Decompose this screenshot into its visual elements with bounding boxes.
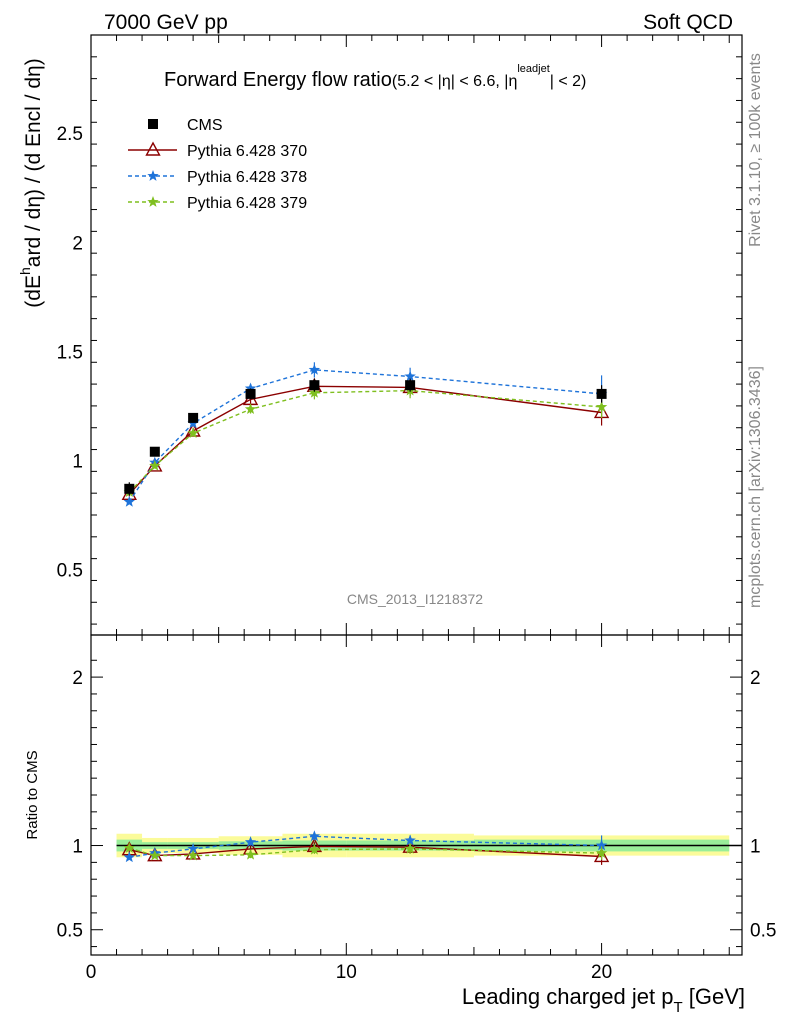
main-point-mc379 [244,403,257,415]
main-title: Forward Energy flow ratio(5.2 < |η| < 6.… [164,63,586,91]
ratio-point-mc379 [404,842,416,854]
main-point-mc379 [187,427,199,439]
rivet-label: Rivet 3.1.10, ≥ 100k events [747,53,764,247]
data-layer [121,362,610,865]
ratio-point-mc370 [593,848,610,863]
ratio-y-tick-label: 1 [72,837,83,858]
ratio-y-tick-label-right: 2 [750,668,761,689]
legend-marker-data [148,119,158,129]
main-title-cut-1: (5.2 < | [392,73,442,90]
y-tick-label: 1.5 [57,342,83,363]
ratio-point-mc378 [187,842,199,854]
ratio-plot-frame [90,634,743,956]
ratio-y-tick-label-right: 1 [750,837,761,858]
main-title-text: Forward Energy flow ratio [164,69,392,91]
main-point-data [309,380,320,391]
y-tick-label: 1 [72,451,83,472]
main-line-mc379 [128,389,602,493]
y-label-part-2: h [17,267,33,275]
y-tick-label: 0.5 [57,561,83,582]
ratio-bands [116,833,742,858]
analysis-watermark: CMS_2013_I1218372 [347,591,483,607]
main-point-mc379 [149,459,161,471]
main-point-mc378 [308,363,321,375]
y-tick-label: 2 [72,233,83,254]
ratio-point-mc379 [187,849,199,861]
legend-label: Pythia 6.428 370 [187,143,307,160]
legend-label: Pythia 6.428 379 [187,195,307,212]
main-point-data [124,483,135,494]
header-left: 7000 GeV pp [104,11,228,34]
ratio-point-mc379 [244,848,257,860]
main-point-data [596,388,607,399]
x-axis-label: Leading charged jet pT [GeV] [462,984,745,1016]
x-label-part-2: T [673,999,682,1016]
y-axis-label-bottom: Ratio to CMS [24,750,41,839]
legend-label: CMS [187,117,223,134]
legend-marker-mc370 [145,141,161,156]
ratio-point-mc379 [595,847,608,858]
main-point-mc379 [595,401,608,412]
ratio-point-mc379 [308,843,321,855]
ratio-point-mc378 [595,839,608,851]
axes-frames [90,34,743,956]
main-title-cut-leadjet: leadjet [517,63,549,75]
main-point-mc378 [404,370,416,382]
main-point-data [188,412,199,423]
y-label-part-1: (dE [22,275,45,308]
main-point-data [245,388,256,399]
ratio-point-mc378 [244,836,257,848]
ratio-point-mc379 [123,842,135,853]
main-title-cut-2: | < 6.6, | [451,73,509,90]
y-axis-label-top: (dEhard / dη) / (d Encl / dη) [17,58,45,307]
axes-ticks: 0.511.522.50.5 0.51 12 20 10 20 [57,35,776,983]
ratio-point-mc378 [404,834,416,846]
x-tick-label: 10 [336,962,357,983]
x-tick-label: 0 [86,962,97,983]
header-right: Soft QCD [643,11,733,34]
legend-marker-mc378 [147,170,159,181]
main-title-cut-3: | < 2) [550,73,587,90]
ratio-y-tick-label: 2 [72,668,83,689]
main-title-cut-eta1: η [442,73,451,90]
main-point-data [405,380,416,391]
ratio-y-tick-label-right: 0.5 [750,921,776,942]
main-point-data [149,446,160,457]
y-label-part-3: ard / dη) / (d Encl / dη) [22,58,45,267]
y-tick-label: 2.5 [57,124,83,145]
legend-marker-mc379 [147,196,159,207]
main-point-mc378 [244,382,257,394]
x-label-part-1: Leading charged jet p [462,984,674,1009]
x-tick-label: 20 [591,962,612,983]
main-point-mc379 [308,386,321,398]
main-title-cut-eta2: η [508,73,517,90]
legend: CMS Pythia 6.428 370 Pythia 6.428 378 Pythi… [128,117,307,212]
main-line-mc370 [128,385,602,495]
mcplots-label: mcplots.cern.ch [arXiv:1306.3436] [747,366,764,608]
ratio-point-mc379 [149,849,161,861]
ratio-point-mc378 [123,851,135,863]
main-point-mc378 [123,495,135,507]
ratio-y-tick-label: 0.5 [57,921,83,942]
x-label-part-3: [GeV] [683,984,745,1009]
ratio-point-mc378 [308,830,321,842]
legend-label: Pythia 6.428 378 [187,169,307,186]
